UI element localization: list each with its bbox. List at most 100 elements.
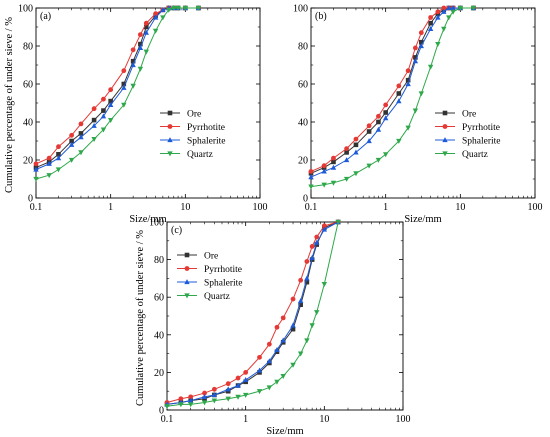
data-point <box>375 157 382 163</box>
data-point <box>143 29 149 35</box>
data-point <box>450 5 456 11</box>
data-point <box>314 239 320 245</box>
data-point <box>143 20 149 26</box>
data-point <box>309 254 315 260</box>
data-point <box>418 43 424 49</box>
data-point <box>321 163 327 169</box>
data-point <box>68 157 75 163</box>
data-point <box>235 382 241 388</box>
legend-marker <box>442 137 448 143</box>
data-point <box>366 163 372 169</box>
plot-frame <box>35 7 261 199</box>
data-point <box>344 150 349 155</box>
data-point <box>178 402 184 408</box>
y-tick-label: 60 <box>298 80 308 91</box>
data-point <box>160 7 166 12</box>
data-point <box>428 15 434 20</box>
data-point <box>418 30 424 36</box>
data-point <box>121 68 127 74</box>
data-point <box>101 96 106 102</box>
data-point <box>68 141 75 147</box>
data-point <box>152 14 159 20</box>
data-point <box>178 396 184 402</box>
legend-label: Quartz <box>187 150 213 160</box>
series-pyrrhotite <box>164 219 341 405</box>
data-point <box>69 138 74 144</box>
data-point <box>195 5 202 11</box>
series-line <box>310 7 474 174</box>
data-point <box>130 47 136 53</box>
data-point <box>335 219 341 225</box>
data-point <box>396 138 402 144</box>
data-point <box>353 149 359 155</box>
data-point <box>321 226 328 232</box>
plot-frame <box>310 7 536 199</box>
data-point <box>242 392 249 398</box>
data-point <box>143 49 149 55</box>
y-tick-label: 20 <box>298 156 308 167</box>
panel-label: (c) <box>171 225 182 236</box>
data-point <box>330 180 337 186</box>
legend-label: Ore <box>204 252 218 262</box>
series-line <box>35 7 199 169</box>
data-point <box>182 5 189 11</box>
data-point <box>274 324 280 330</box>
data-point <box>331 159 336 165</box>
y-tick-label: 60 <box>154 293 164 304</box>
x-tick-label: 0.1 <box>161 414 174 425</box>
data-point <box>308 184 314 190</box>
legend-marker <box>184 266 190 271</box>
data-point <box>396 98 402 104</box>
data-point <box>457 5 464 11</box>
y-tick-label: 20 <box>154 368 164 379</box>
data-point <box>382 152 389 158</box>
x-tick-label: 1 <box>383 202 388 213</box>
data-point <box>290 322 296 328</box>
series-line <box>166 221 339 407</box>
data-point <box>56 152 61 157</box>
data-point <box>108 87 114 93</box>
x-axis-title: Size/mm <box>404 214 441 225</box>
data-point <box>100 113 107 119</box>
y-tick-label: 100 <box>293 4 308 15</box>
legend: Ore Pyrrhotite Sphalerite Quartz <box>435 110 501 160</box>
data-point <box>225 386 231 392</box>
data-point <box>331 155 336 161</box>
x-axis-title: Size/mm <box>129 214 166 225</box>
data-point <box>56 144 61 150</box>
legend: Ore Pyrrhotite Sphalerite Quartz <box>177 252 243 302</box>
data-point <box>308 174 314 180</box>
x-tick-label: 10 <box>180 202 190 213</box>
data-point <box>160 15 166 21</box>
data-point <box>353 142 359 148</box>
data-point <box>91 117 97 123</box>
legend-marker <box>167 137 173 143</box>
legend-marker <box>442 110 448 116</box>
data-point <box>314 234 320 240</box>
data-point <box>298 277 304 283</box>
data-point <box>107 102 114 107</box>
data-point <box>78 150 84 156</box>
data-point <box>441 26 447 32</box>
data-point <box>211 392 218 398</box>
data-point <box>256 367 263 373</box>
series-quartz <box>33 5 202 182</box>
x-tick-label: 100 <box>396 414 411 425</box>
data-point <box>314 310 320 316</box>
legend-marker <box>167 151 173 157</box>
data-point <box>308 169 314 174</box>
data-point <box>187 397 194 403</box>
x-tick-label: 1 <box>108 202 113 213</box>
data-point <box>137 32 143 37</box>
data-point <box>130 62 136 68</box>
data-point <box>441 8 447 14</box>
data-point <box>201 400 208 406</box>
data-point <box>235 394 241 400</box>
series-line <box>310 7 474 172</box>
data-point <box>343 157 350 163</box>
data-point <box>290 362 296 368</box>
data-point <box>280 315 286 321</box>
data-point <box>435 42 441 47</box>
data-point <box>91 122 97 128</box>
data-point <box>428 20 433 26</box>
